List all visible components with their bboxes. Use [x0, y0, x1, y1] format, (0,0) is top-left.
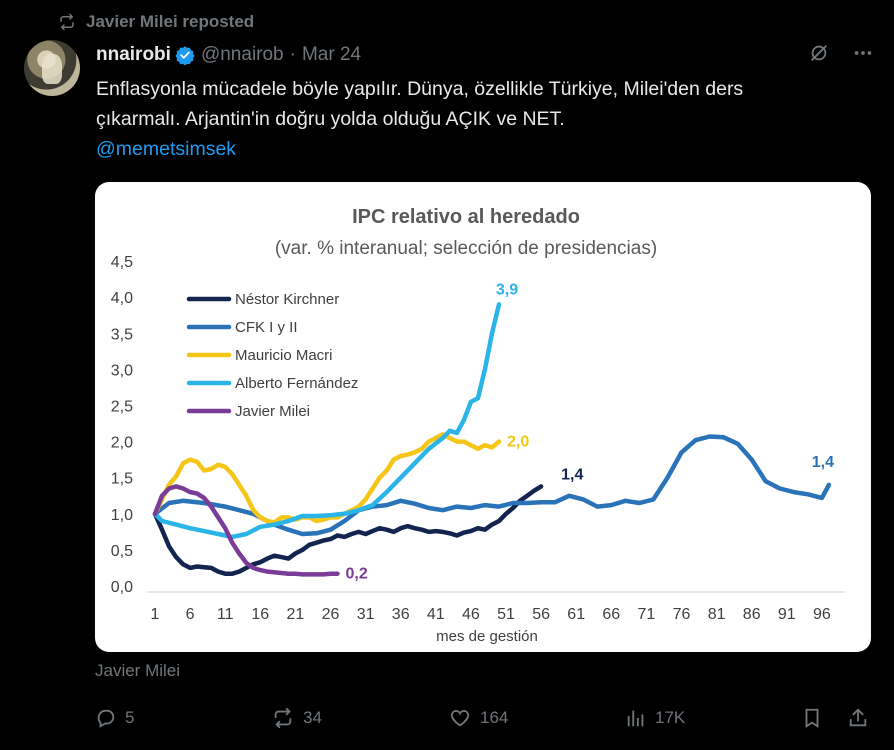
series-line	[152, 484, 544, 576]
y-tick-label: 1,0	[111, 507, 133, 524]
y-tick-label: 1,5	[111, 471, 133, 488]
reply-button[interactable]: 5	[95, 704, 134, 732]
y-tick-label: 2,5	[111, 399, 133, 416]
tweet-text-line: çıkarmalı. Arjantin'in doğru yolda olduğ…	[96, 108, 565, 130]
separator-dot: ·	[289, 44, 296, 65]
action-bar: 5 34 164 17K	[95, 704, 871, 732]
reply-count: 5	[125, 708, 135, 727]
x-tick-label: 31	[357, 606, 375, 623]
legend-label: Néstor Kirchner	[235, 291, 339, 308]
y-tick-label: 4,0	[111, 290, 133, 307]
x-tick-label: 66	[602, 606, 620, 623]
y-tick-label: 2,0	[111, 435, 133, 452]
like-count: 164	[480, 708, 509, 727]
chart-title: IPC relativo al heredado	[352, 206, 580, 228]
grok-icon[interactable]	[808, 42, 830, 64]
x-tick-label: 51	[497, 606, 515, 623]
x-tick-label: 11	[217, 606, 234, 623]
x-tick-label: 86	[743, 606, 761, 623]
author-handle[interactable]: @nnairob	[200, 44, 284, 65]
tweet-header: nnairobi @nnairob · Mar 24	[96, 42, 874, 68]
x-tick-label: 96	[813, 606, 831, 623]
x-tick-label: 21	[287, 606, 305, 623]
repost-header[interactable]: Javier Milei reposted	[58, 10, 254, 34]
like-button[interactable]: 164	[448, 704, 508, 732]
tweet-text: Enflasyonla mücadele böyle yapılır. Düny…	[96, 74, 876, 164]
more-icon[interactable]	[852, 42, 874, 64]
repost-label: Javier Milei reposted	[86, 12, 255, 31]
series-line	[152, 302, 502, 540]
y-tick-label: 3,0	[111, 362, 133, 379]
views-icon	[627, 710, 644, 727]
x-tick-label: 46	[462, 606, 480, 623]
chart-subtitle: (var. % interanual; selección de preside…	[275, 238, 657, 259]
y-tick-label: 0,5	[111, 543, 133, 560]
x-tick-label: 6	[186, 606, 195, 623]
share-button[interactable]	[847, 704, 869, 732]
x-tick-label: 41	[427, 606, 445, 623]
mention-link[interactable]: @memetsimsek	[96, 138, 237, 160]
x-tick-label: 61	[567, 606, 585, 623]
x-tick-label: 91	[778, 606, 796, 623]
views-button[interactable]: 17K	[625, 704, 685, 732]
author-name[interactable]: nnairobi	[96, 44, 171, 65]
repost-icon	[274, 707, 292, 729]
x-tick-label: 81	[708, 606, 726, 623]
x-axis-label: mes de gestión	[436, 628, 538, 645]
legend-label: Mauricio Macri	[235, 347, 333, 364]
y-tick-label: 0,0	[111, 579, 133, 596]
series-end-label: 2,0	[507, 434, 529, 451]
like-icon	[450, 710, 470, 727]
x-tick-label: 76	[673, 606, 691, 623]
legend-label: Alberto Fernández	[235, 375, 358, 392]
tweet-date[interactable]: Mar 24	[301, 44, 362, 65]
repost-count: 34	[303, 708, 322, 727]
x-tick-label: 16	[251, 606, 269, 623]
series-end-label: 1,4	[561, 466, 583, 483]
series-line	[152, 484, 340, 577]
repost-icon	[60, 13, 74, 31]
series-end-label: 1,4	[812, 454, 834, 471]
y-tick-label: 4,5	[111, 254, 133, 271]
series-line	[152, 434, 832, 537]
legend-label: Javier Milei	[235, 403, 310, 420]
chart-image[interactable]: IPC relativo al heredado (var. % interanu…	[95, 182, 871, 652]
view-count: 17K	[655, 708, 686, 727]
reply-icon	[97, 709, 115, 728]
x-tick-label: 71	[638, 606, 656, 623]
x-tick-label: 36	[392, 606, 410, 623]
bookmark-icon	[805, 708, 819, 728]
y-tick-label: 3,5	[111, 326, 133, 343]
tweet-text-line: Enflasyonla mücadele böyle yapılır. Düny…	[96, 78, 744, 100]
x-tick-label: 1	[151, 606, 160, 623]
avatar[interactable]	[24, 40, 80, 96]
inflation-chart: IPC relativo al heredado (var. % interanu…	[111, 206, 845, 645]
repost-button[interactable]: 34	[271, 704, 322, 732]
x-tick-label: 56	[532, 606, 550, 623]
series-end-label: 3,9	[496, 281, 518, 298]
image-attribution: Javier Milei	[95, 661, 181, 680]
bookmark-button[interactable]	[801, 704, 823, 732]
verified-icon	[175, 45, 195, 65]
series-line	[152, 432, 502, 525]
share-icon	[849, 708, 867, 727]
series-end-label: 0,2	[346, 566, 368, 583]
x-tick-label: 26	[322, 606, 340, 623]
legend-label: CFK I y II	[235, 319, 298, 336]
